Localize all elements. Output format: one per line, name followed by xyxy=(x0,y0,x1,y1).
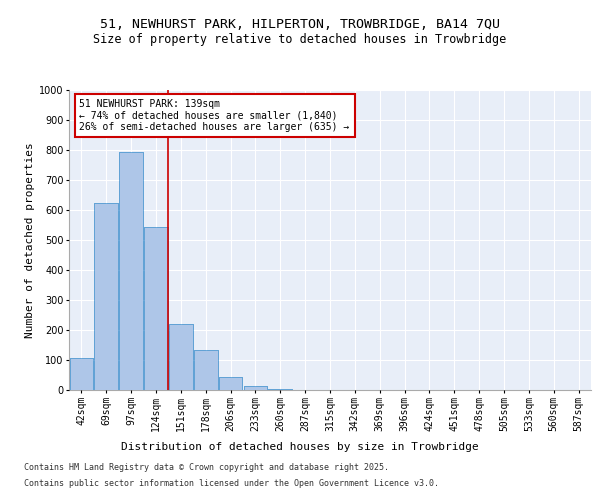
Bar xyxy=(70,358,93,390)
Text: Distribution of detached houses by size in Trowbridge: Distribution of detached houses by size … xyxy=(121,442,479,452)
Bar xyxy=(119,152,143,390)
Bar xyxy=(268,388,292,390)
Text: Contains HM Land Registry data © Crown copyright and database right 2025.: Contains HM Land Registry data © Crown c… xyxy=(24,464,389,472)
Bar xyxy=(194,350,218,390)
Bar xyxy=(219,377,242,390)
Bar xyxy=(169,324,193,390)
Bar xyxy=(194,350,218,390)
Bar xyxy=(244,386,267,390)
Bar xyxy=(244,386,267,390)
Bar xyxy=(144,226,168,390)
Bar xyxy=(119,152,143,390)
Bar xyxy=(219,377,242,390)
Y-axis label: Number of detached properties: Number of detached properties xyxy=(25,142,35,338)
Bar xyxy=(70,358,93,390)
Text: Size of property relative to detached houses in Trowbridge: Size of property relative to detached ho… xyxy=(94,32,506,46)
Bar xyxy=(144,226,168,390)
Bar xyxy=(268,388,292,390)
Text: 51 NEWHURST PARK: 139sqm
← 74% of detached houses are smaller (1,840)
26% of sem: 51 NEWHURST PARK: 139sqm ← 74% of detach… xyxy=(79,99,350,132)
Text: 51, NEWHURST PARK, HILPERTON, TROWBRIDGE, BA14 7QU: 51, NEWHURST PARK, HILPERTON, TROWBRIDGE… xyxy=(100,18,500,30)
Bar xyxy=(94,202,118,390)
Text: Contains public sector information licensed under the Open Government Licence v3: Contains public sector information licen… xyxy=(24,478,439,488)
Bar xyxy=(94,202,118,390)
Bar xyxy=(169,324,193,390)
